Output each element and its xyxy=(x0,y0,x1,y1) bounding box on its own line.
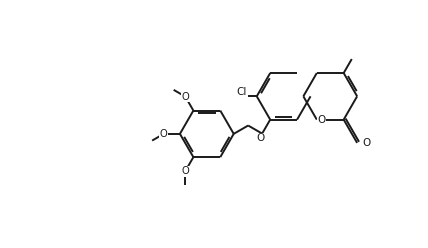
Text: O: O xyxy=(362,138,370,148)
Text: Cl: Cl xyxy=(237,87,247,96)
Text: O: O xyxy=(160,129,168,139)
Text: O: O xyxy=(318,115,326,124)
Text: O: O xyxy=(256,133,264,143)
Text: O: O xyxy=(181,166,189,176)
Text: O: O xyxy=(181,92,189,102)
